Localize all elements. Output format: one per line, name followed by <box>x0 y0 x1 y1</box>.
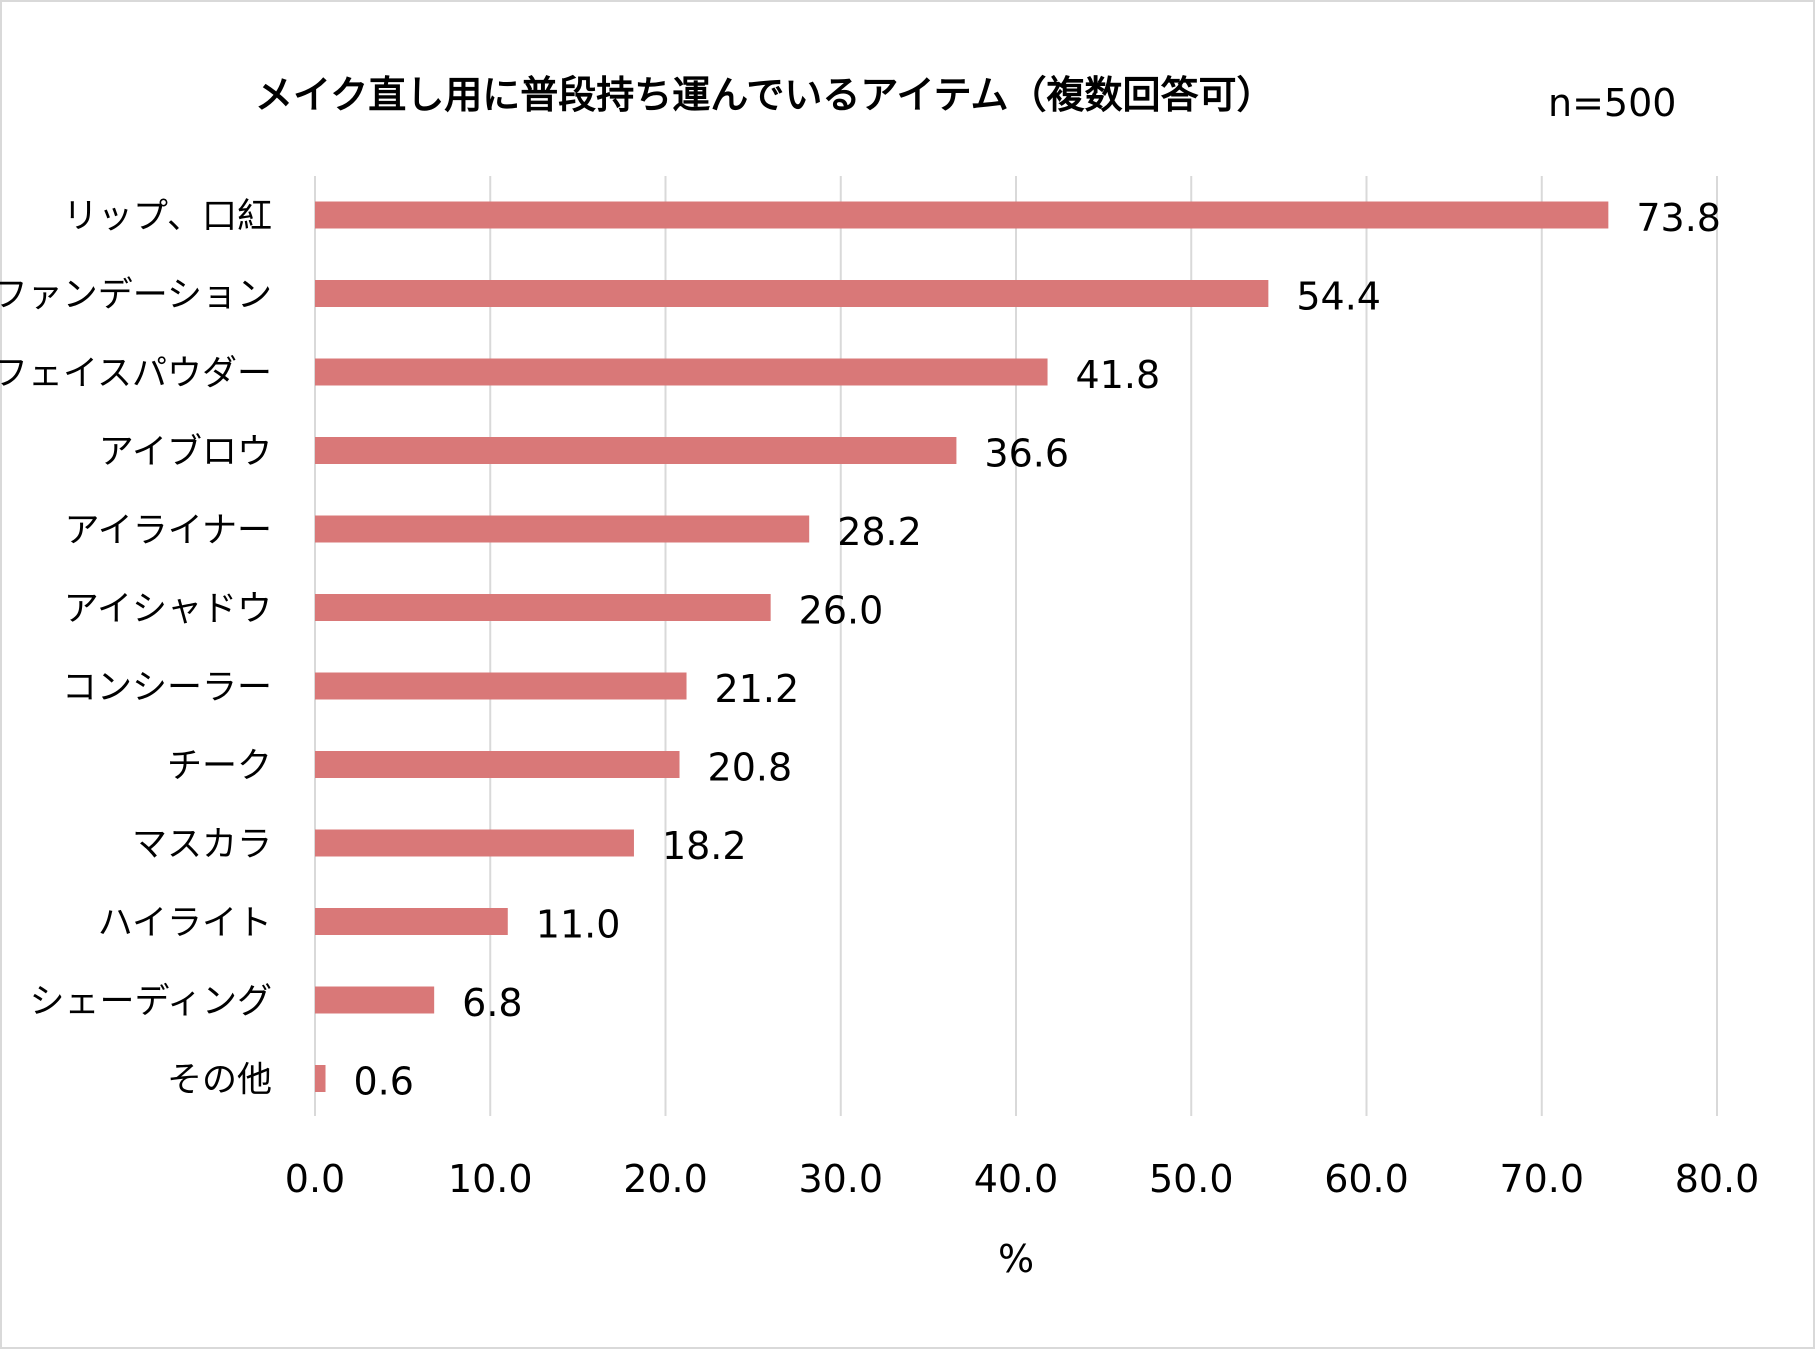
category-label: マスカラ <box>132 825 272 865</box>
sample-size-label: n=500 <box>1548 81 1676 125</box>
category-labels: リップ、口紅ファンデーションフェイスパウダーアイブロウアイライナーアイシャドウコ… <box>0 197 272 1101</box>
chart-title: メイク直し用に普段持ち運んでいるアイテム（複数回答可） <box>255 73 1275 117</box>
x-tick-label: 50.0 <box>1149 1157 1234 1201</box>
bar <box>315 358 1048 386</box>
x-tick-label: 0.0 <box>285 1157 345 1201</box>
x-tick-label: 80.0 <box>1675 1157 1760 1201</box>
bar <box>315 908 508 935</box>
bar <box>315 515 810 543</box>
bar <box>315 751 680 778</box>
category-label: アイシャドウ <box>64 590 272 630</box>
x-tick-label: 30.0 <box>798 1157 883 1201</box>
x-tick-label: 20.0 <box>623 1157 708 1201</box>
gridlines <box>314 176 1718 1116</box>
data-label: 0.6 <box>354 1060 414 1104</box>
category-label: アイブロウ <box>99 433 272 473</box>
category-label: チーク <box>167 747 272 787</box>
bar <box>315 280 1269 307</box>
data-label: 6.8 <box>462 981 522 1025</box>
category-label: ハイライト <box>98 904 272 944</box>
x-tick-labels: 0.0 10.0 20.0 30.0 40.0 50.0 60.0 70.0 80.0 <box>285 1157 1760 1201</box>
bar <box>315 201 1609 229</box>
data-label: 21.2 <box>715 667 800 711</box>
data-label: 28.2 <box>837 510 922 554</box>
data-label: 36.6 <box>984 432 1069 476</box>
x-tick-label: 60.0 <box>1324 1157 1409 1201</box>
data-label: 73.8 <box>1636 196 1721 240</box>
bar <box>315 986 435 1014</box>
x-tick-label: 40.0 <box>974 1157 1059 1201</box>
bar <box>315 594 771 621</box>
category-label: シェーディング <box>29 982 272 1022</box>
category-label: コンシーラー <box>62 668 272 708</box>
bar <box>315 672 687 700</box>
category-label: リップ、口紅 <box>63 197 272 237</box>
category-label: ファンデーション <box>0 276 272 316</box>
x-axis-title: % <box>998 1237 1034 1281</box>
bars <box>315 201 1609 1092</box>
category-label: その他 <box>167 1061 272 1101</box>
data-label: 54.4 <box>1296 275 1381 319</box>
bar <box>315 437 957 464</box>
data-label: 11.0 <box>536 903 621 947</box>
bar <box>315 1065 326 1092</box>
x-tick-label: 10.0 <box>448 1157 533 1201</box>
value-labels: 73.8 54.4 41.836.6 28.2 26.0 21.2 20.8 18.2 11.0… <box>354 196 1721 1104</box>
data-label: 26.0 <box>799 589 884 633</box>
category-label: アイライナー <box>64 511 272 551</box>
data-label: 20.8 <box>708 746 793 790</box>
data-label: 18.2 <box>662 824 747 868</box>
data-label: 41.8 <box>1076 353 1161 397</box>
bar <box>315 829 634 857</box>
x-tick-label: 70.0 <box>1499 1157 1584 1201</box>
category-label: フェイスパウダー <box>0 354 272 394</box>
